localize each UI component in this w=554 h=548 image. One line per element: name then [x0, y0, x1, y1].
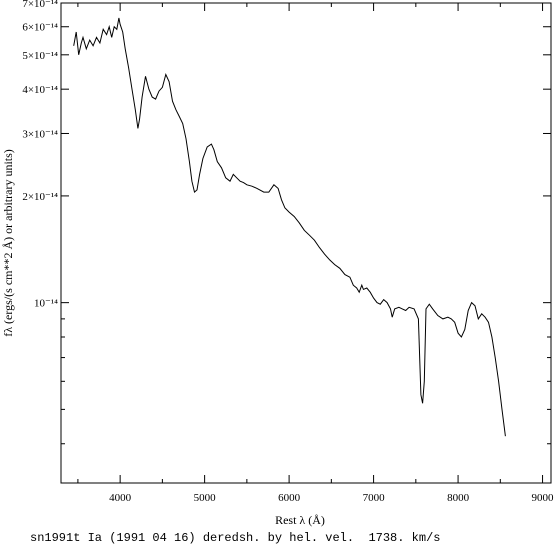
- x-tick-label: 9000: [532, 492, 554, 504]
- x-axis-label: Rest λ (Å): [275, 513, 325, 527]
- y-tick-label: 6×10⁻¹⁴: [22, 22, 58, 34]
- y-tick-label: 2×10⁻¹⁴: [22, 191, 58, 203]
- y-axis-label: fλ (ergs/(s cm**2 Å) or arbitrary units): [1, 149, 15, 337]
- spectrum-caption: sn1991t Ia (1991 04 16) deredsh. by hel.…: [30, 531, 441, 545]
- y-tick-label: 5×10⁻¹⁴: [22, 50, 58, 62]
- x-axis-ticks: 4000 5000 6000 7000 8000 9000: [77, 3, 554, 504]
- x-tick-label: 5000: [194, 492, 217, 504]
- x-tick-label: 4000: [109, 492, 132, 504]
- y-axis-ticks: 10⁻¹⁴ 2×10⁻¹⁴ 3×10⁻¹⁴ 4×10⁻¹⁴ 5×10⁻¹⁴ 6×10⁻¹⁴…: [22, 0, 551, 445]
- x-tick-label: 8000: [447, 492, 470, 504]
- x-tick-label: 6000: [278, 492, 301, 504]
- y-tick-label: 7×10⁻¹⁴: [22, 0, 58, 10]
- plot-frame: [60, 2, 552, 484]
- x-tick-label: 7000: [363, 492, 386, 504]
- y-tick-label: 4×10⁻¹⁴: [22, 84, 58, 96]
- y-tick-label: 10⁻¹⁴: [34, 298, 58, 310]
- spectrum-line: [73, 17, 506, 437]
- y-tick-label: 3×10⁻¹⁴: [22, 128, 58, 140]
